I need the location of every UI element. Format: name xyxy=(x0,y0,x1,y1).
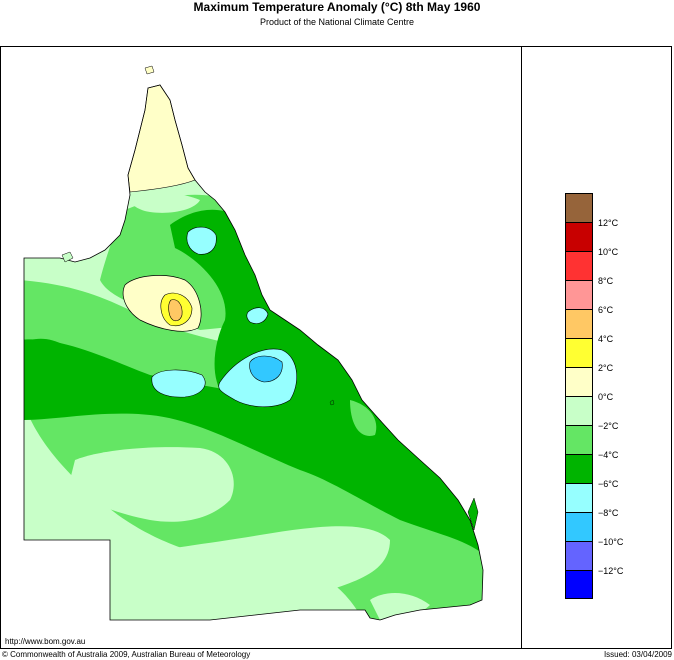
anomaly-minus2-east-lobe xyxy=(350,400,377,436)
legend-colorbar xyxy=(565,193,593,599)
legend-label: −2°C xyxy=(598,421,619,431)
anomaly-minus6-west xyxy=(151,369,206,398)
anomaly-minus8-core xyxy=(249,355,283,383)
anomaly-0-cape xyxy=(125,189,200,213)
legend-swatch xyxy=(565,280,593,309)
legend-label: 12°C xyxy=(598,218,619,228)
legend-divider xyxy=(521,46,522,649)
anomaly-minus4-core xyxy=(170,209,380,420)
queensland-outline xyxy=(23,84,484,621)
legend-swatch xyxy=(565,396,593,425)
anomaly-minus4-west xyxy=(25,338,80,417)
anomaly-plus6-core xyxy=(168,299,183,322)
map-title: Maximum Temperature Anomaly (°C) 8th May… xyxy=(193,0,481,14)
legend-label: 6°C xyxy=(598,305,614,315)
legend-swatch xyxy=(565,367,593,396)
legend-label: 0°C xyxy=(598,392,614,402)
source-url[interactable]: http://www.bom.gov.au xyxy=(5,637,86,646)
legend-label: 10°C xyxy=(598,247,619,257)
queensland-anomaly-map xyxy=(23,65,484,621)
issued-date: Issued: 03/04/2009 xyxy=(603,650,672,659)
anomaly-0-south xyxy=(110,526,390,620)
legend-label: −6°C xyxy=(598,479,619,489)
legend-label: 4°C xyxy=(598,334,614,344)
legend-swatch xyxy=(565,251,593,280)
legend-label: 2°C xyxy=(598,363,614,373)
legend-swatch xyxy=(565,512,593,541)
legend-swatch xyxy=(565,222,593,251)
island-fraser xyxy=(467,497,479,531)
legend-swatch xyxy=(565,454,593,483)
map-subtitle: Product of the National Climate Centre xyxy=(259,17,415,27)
legend-swatch xyxy=(565,338,593,367)
anomaly-minus6-coast xyxy=(246,307,269,324)
legend-label: 8°C xyxy=(598,276,614,286)
legend-swatch xyxy=(565,193,593,222)
anomaly-minus6-north xyxy=(186,226,217,255)
legend-swatch xyxy=(565,541,593,570)
legend-swatch xyxy=(565,483,593,512)
anomaly-minus4-band xyxy=(24,339,483,560)
legend-swatch xyxy=(565,570,593,599)
island-east xyxy=(329,399,335,406)
island-ne xyxy=(144,65,155,75)
map-frame xyxy=(0,46,672,649)
island-gulf xyxy=(61,251,74,263)
anomaly-0-central xyxy=(70,447,234,522)
legend-swatch xyxy=(565,425,593,454)
legend-swatch xyxy=(565,309,593,338)
legend-label: −12°C xyxy=(598,566,624,576)
legend-label: −10°C xyxy=(598,537,624,547)
legend-label: −8°C xyxy=(598,508,619,518)
legend-label: −4°C xyxy=(598,450,619,460)
copyright-notice: © Commonwealth of Australia 2009, Austra… xyxy=(2,650,251,659)
